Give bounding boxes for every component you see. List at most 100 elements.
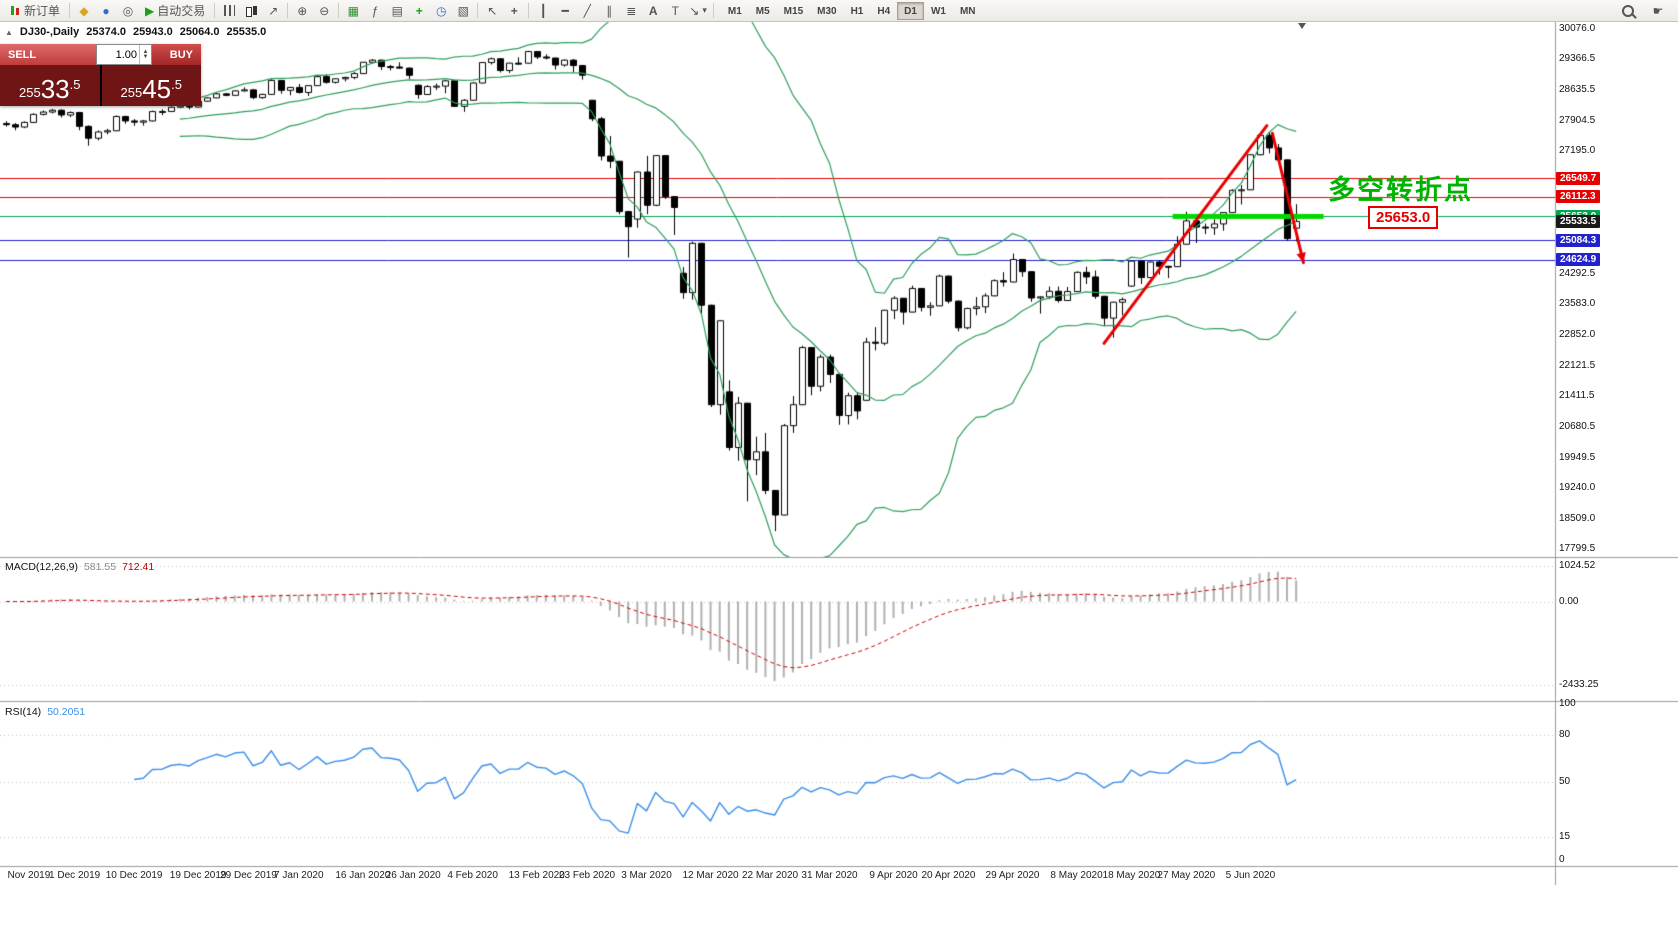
zoom-in-icon: ⊕ xyxy=(297,3,308,18)
ohlc-open: 25374.0 xyxy=(86,26,126,38)
support-icon: ◎ xyxy=(122,3,134,18)
horizontal-line-button[interactable]: ━ xyxy=(554,2,576,20)
bar-chart-icon xyxy=(223,5,235,16)
macd-label: MACD(12,26,9) 581.55 712.41 xyxy=(5,561,154,573)
ohlc-low: 25064.0 xyxy=(179,26,220,38)
volume-spinner: ▲ ▼ xyxy=(139,45,151,64)
ohlc-close: 25535.0 xyxy=(226,26,267,38)
indicators-icon: ƒ xyxy=(371,3,379,18)
macd-signal-value: 712.41 xyxy=(122,561,155,573)
channel-icon: ∥ xyxy=(606,3,613,18)
bar-chart-button[interactable] xyxy=(218,2,240,20)
timeframe-m15[interactable]: M15 xyxy=(777,2,810,20)
toolbar-separator xyxy=(477,3,479,18)
shapes-icon: ↘ xyxy=(689,3,700,18)
price-big-digits: 45 xyxy=(142,74,172,104)
ohlc-high: 25943.0 xyxy=(133,26,173,38)
periods-button[interactable]: ◷ xyxy=(430,2,452,20)
buy-button[interactable]: BUY xyxy=(152,44,201,65)
candlestick-icon xyxy=(245,5,258,17)
pan-button[interactable]: ☛ xyxy=(1647,2,1669,20)
new-chart-icon: + xyxy=(415,3,423,18)
volume-input[interactable] xyxy=(97,45,139,64)
turning-point-annotation[interactable]: 多空转折点 xyxy=(1328,175,1473,205)
support-button[interactable]: ◎ xyxy=(117,2,139,20)
macd-main-value: 581.55 xyxy=(83,561,117,573)
level-price-box[interactable]: 25653.0 xyxy=(1368,206,1439,229)
volume-up-icon[interactable]: ▲ xyxy=(142,48,149,55)
label-button[interactable]: T xyxy=(664,2,686,20)
text-button[interactable]: A xyxy=(642,2,664,20)
toolbar-separator xyxy=(528,3,530,18)
vertical-line-button[interactable]: ┃ xyxy=(532,2,554,20)
toolbar-separator xyxy=(712,3,714,18)
sell-button[interactable]: SELL xyxy=(0,44,96,65)
label-icon: T xyxy=(671,3,679,18)
trendline-button[interactable]: ╱ xyxy=(576,2,598,20)
profile-button[interactable]: ● xyxy=(95,2,117,20)
toolbar-separator xyxy=(338,3,340,18)
market-icon: ◆ xyxy=(79,3,89,18)
timeframe-h4[interactable]: H4 xyxy=(870,2,897,20)
price-fraction: .5 xyxy=(69,77,81,92)
trendline-icon: ╱ xyxy=(583,3,591,18)
text-icon: A xyxy=(648,3,658,18)
indicators-button[interactable]: ƒ xyxy=(364,2,386,20)
vertical-line-icon: ┃ xyxy=(539,3,547,18)
data-window-button[interactable]: ▤ xyxy=(386,2,408,20)
cursor-button[interactable]: ↖ xyxy=(481,2,503,20)
line-chart-icon: ↗ xyxy=(268,3,279,18)
macd-name: MACD(12,26,9) xyxy=(5,561,78,573)
timeframe-m1[interactable]: M1 xyxy=(721,2,749,20)
new-order-label: 新订单 xyxy=(24,4,61,18)
price-prefix: 255 xyxy=(19,85,41,100)
zoom-in-button[interactable]: ⊕ xyxy=(291,2,313,20)
price-prefix: 255 xyxy=(120,85,143,100)
horizontal-line-icon: ━ xyxy=(561,3,569,18)
autotrading-play-icon: ▶ xyxy=(145,3,155,18)
symbol-title: DJ30-,Daily xyxy=(19,26,80,38)
timeframe-w1[interactable]: W1 xyxy=(924,2,953,20)
volume-down-icon[interactable]: ▼ xyxy=(142,53,149,60)
timeframe-mn[interactable]: MN xyxy=(953,2,983,20)
profile-icon: ● xyxy=(102,3,110,18)
hand-icon: ☛ xyxy=(1652,3,1664,18)
timeframe-h1[interactable]: H1 xyxy=(844,2,871,20)
rsi-label: RSI(14) 50.2051 xyxy=(5,706,85,718)
line-chart-button[interactable]: ↗ xyxy=(262,2,284,20)
price-big-digits: 33 xyxy=(40,74,70,104)
timeframe-toolbar: M1 M5 M15 M30 H1 H4 D1 W1 MN xyxy=(721,1,983,20)
one-click-toggle-icon[interactable]: ▲ xyxy=(5,27,13,37)
rsi-value: 50.2051 xyxy=(47,706,86,718)
autotrading-button[interactable]: ▶ 自动交易 xyxy=(139,2,211,20)
timeframe-m5[interactable]: M5 xyxy=(749,2,777,20)
new-chart-button[interactable]: + xyxy=(408,2,430,20)
toolbar-separator xyxy=(69,3,71,18)
timeframe-d1[interactable]: D1 xyxy=(897,1,924,20)
price-fraction: .5 xyxy=(171,77,182,92)
periods-clock-icon: ◷ xyxy=(436,3,447,18)
crosshair-button[interactable]: + xyxy=(503,2,525,20)
search-button[interactable] xyxy=(1617,2,1639,20)
trade-panel-prices: 255 33.5 255 45.5 xyxy=(0,65,201,106)
fibonacci-icon: ≣ xyxy=(626,3,637,18)
market-watch-icon: ▦ xyxy=(347,3,359,18)
candlestick-button[interactable] xyxy=(240,2,262,20)
chevron-down-icon: ▾ xyxy=(702,5,707,15)
chart-shift-marker[interactable] xyxy=(1298,23,1306,29)
chart-ohlc-header: ▲ DJ30-,Daily 25374.0 25943.0 25064.0 25… xyxy=(5,26,266,38)
fibonacci-button[interactable]: ≣ xyxy=(620,2,642,20)
timeframe-m30[interactable]: M30 xyxy=(810,2,843,20)
shapes-button[interactable]: ↘ ▾ xyxy=(686,2,710,20)
market-button[interactable]: ◆ xyxy=(73,2,95,20)
new-order-button[interactable]: 新订单 xyxy=(3,2,66,20)
sell-price[interactable]: 255 33.5 xyxy=(0,65,100,106)
toolbar-separator xyxy=(214,3,216,18)
channel-button[interactable]: ∥ xyxy=(598,2,620,20)
zoom-out-button[interactable]: ⊖ xyxy=(313,2,335,20)
market-watch-button[interactable]: ▦ xyxy=(342,2,364,20)
buy-price[interactable]: 255 45.5 xyxy=(101,65,201,106)
templates-button[interactable]: ▧ xyxy=(452,2,474,20)
